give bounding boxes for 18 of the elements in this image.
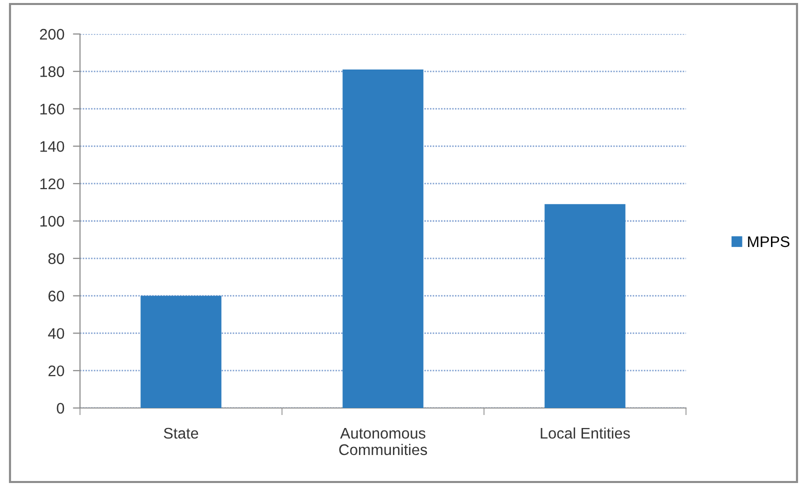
y-tick-label: 0 [56, 402, 64, 414]
y-tick-label: 100 [40, 216, 64, 227]
x-tick-label: State [164, 428, 198, 439]
y-tick-label: 60 [48, 290, 64, 302]
y-tick-label: 80 [48, 253, 64, 264]
y-tick-label: 200 [40, 28, 64, 40]
x-tick-label: Autonomous Communities [339, 428, 428, 456]
y-tick-label: 40 [48, 328, 64, 339]
y-tick-label: 120 [40, 178, 64, 190]
y-tick-label: 20 [48, 365, 64, 376]
x-tick-label: Local Entities [540, 427, 630, 439]
y-tick-label: 180 [40, 66, 64, 78]
legend-label: MPPS [748, 236, 790, 248]
y-tick-label: 140 [40, 141, 64, 152]
bar [544, 204, 626, 408]
y-tick-label: 160 [40, 104, 64, 114]
bar [140, 296, 222, 408]
bar [342, 70, 424, 408]
